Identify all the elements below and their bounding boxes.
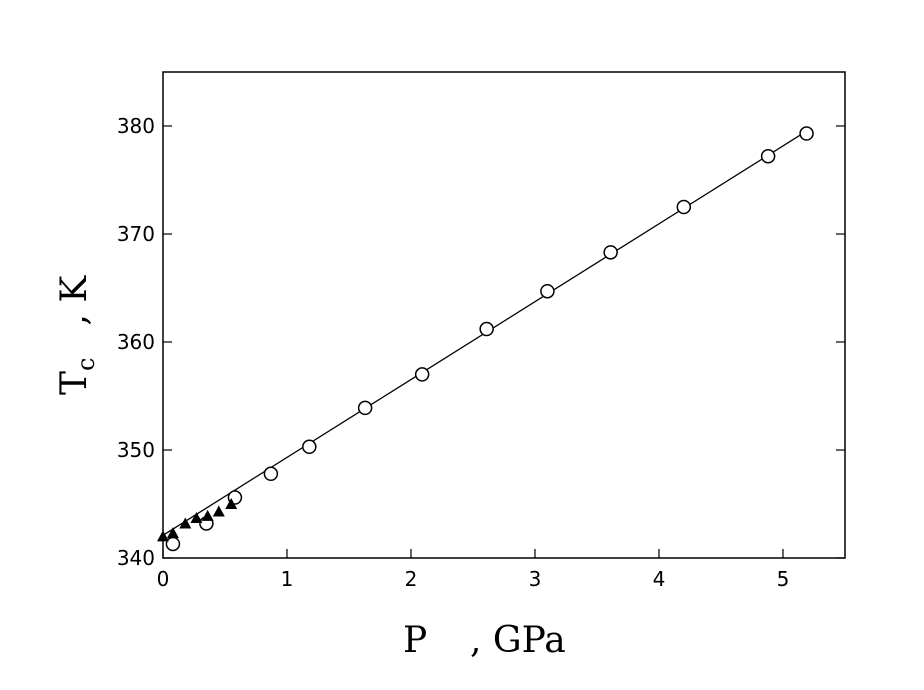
- data-point-triangle: [157, 530, 169, 542]
- x-tick-label: 1: [281, 567, 294, 591]
- x-axis-label: P , GPa: [403, 620, 566, 661]
- x-tick-label: 4: [653, 567, 666, 591]
- y-axis-label-main: T: [54, 371, 95, 395]
- data-point-circle: [302, 439, 317, 455]
- data-point-circle: [414, 367, 430, 382]
- y-tick-label: 380: [117, 114, 155, 138]
- data-point-circle: [676, 199, 692, 215]
- data-point-circle: [263, 466, 279, 482]
- data-point-circle: [760, 148, 776, 164]
- y-tick-label: 340: [117, 546, 155, 570]
- data-point-circle: [799, 126, 814, 141]
- data-point-triangle: [212, 505, 225, 517]
- data-point-triangle: [179, 517, 192, 529]
- data-point-circle: [357, 400, 373, 416]
- data-point-triangle: [201, 509, 214, 521]
- y-tick-label: 350: [117, 438, 155, 462]
- y-tick-label: 360: [117, 330, 155, 354]
- x-tick-label: 2: [405, 567, 418, 591]
- data-point-circle: [165, 536, 181, 552]
- y-axis-label-subscript: c: [72, 358, 100, 371]
- data-point-triangle: [225, 498, 238, 509]
- x-tick-label: 0: [157, 567, 170, 591]
- data-point-triangle: [190, 512, 203, 524]
- y-axis-label-unit: , K: [54, 275, 95, 326]
- y-tick-label: 370: [117, 222, 155, 246]
- y-axis-label: Tc , K: [54, 275, 100, 395]
- plot-frame: [162, 71, 846, 559]
- data-point-circle: [540, 283, 555, 299]
- x-tick-label: 5: [777, 567, 790, 591]
- x-axis-label-main: P: [403, 620, 426, 661]
- x-tick-label: 3: [529, 567, 542, 591]
- data-point-triangle: [166, 527, 179, 539]
- data-point-circle: [603, 245, 618, 260]
- x-axis-label-unit: , GPa: [470, 620, 566, 661]
- data-point-circle: [479, 321, 494, 337]
